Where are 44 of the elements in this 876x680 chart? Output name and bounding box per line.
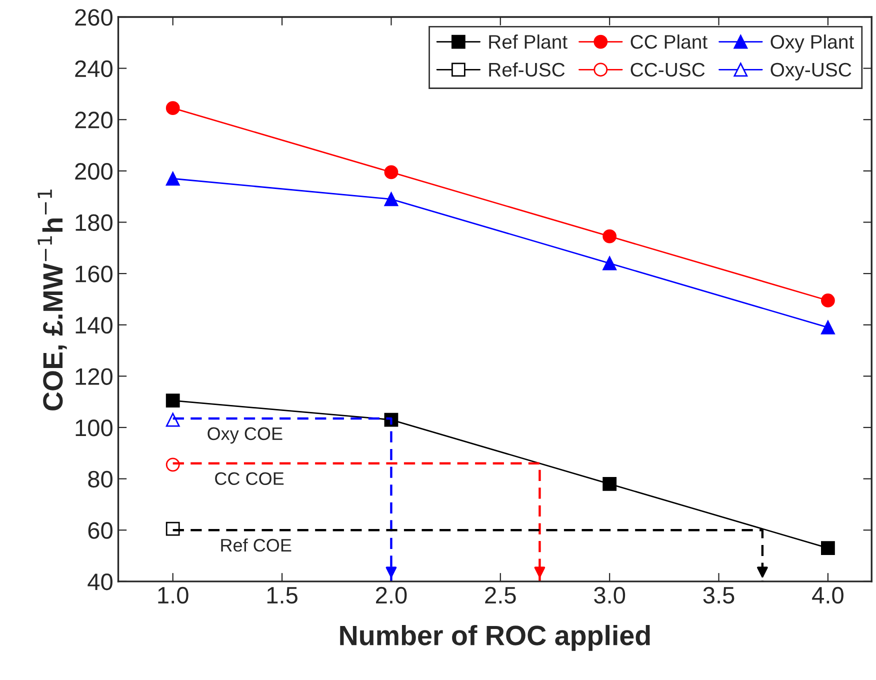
x-axis-title: Number of ROC applied [340, 624, 650, 651]
legend-label: Ref Plant [489, 34, 568, 49]
y-tick-label: 80 [88, 470, 112, 488]
x-tick-label: 4.0 [812, 586, 844, 604]
y-tick-label: 200 [75, 162, 112, 180]
x-tick-label: 3.0 [594, 586, 626, 604]
annotation: Ref COE [221, 538, 292, 552]
annotation: Oxy COE [208, 427, 282, 444]
legend-label: Ref-USC [489, 62, 565, 77]
y-tick-label: 60 [88, 522, 112, 539]
y-tick-label: 140 [76, 316, 112, 334]
y-tick-label: 40 [88, 573, 112, 590]
y-tick-label: 160 [76, 266, 112, 282]
point [166, 394, 180, 408]
point [384, 192, 398, 206]
annotation: CC COE [215, 472, 284, 485]
point [166, 458, 180, 472]
y-tick-label: 240 [75, 60, 112, 78]
y-tick-label: 120 [76, 368, 112, 385]
point [821, 320, 835, 334]
point [602, 229, 617, 244]
legend-label: CC Plant [630, 34, 708, 49]
y-tick-label: 260 [75, 9, 112, 26]
x-tick-label: 3.5 [703, 586, 734, 604]
legend-label: Oxy-USC [770, 62, 852, 80]
point [166, 172, 180, 186]
y-tick-label: 100 [76, 420, 112, 436]
legend-label: Oxy Plant [770, 34, 854, 53]
x-tick-label: 1.5 [267, 587, 298, 604]
point [602, 476, 617, 491]
point [166, 522, 180, 536]
y-tick-label: 180 [76, 214, 112, 232]
x-tick-label: 2.5 [485, 586, 516, 604]
x-tick-label: 1.0 [158, 586, 188, 604]
point [166, 101, 180, 116]
x-tick-label: 2.0 [376, 586, 407, 604]
point [166, 412, 180, 427]
legend-label: CC-USC [630, 62, 705, 77]
y-tick-label: 220 [75, 112, 112, 128]
point [384, 165, 398, 180]
point [821, 541, 835, 555]
point [821, 294, 835, 308]
y-axis-title: COE, £.MW$^{−1}$h$^{−1}$ [38, 190, 67, 410]
point [602, 256, 617, 270]
